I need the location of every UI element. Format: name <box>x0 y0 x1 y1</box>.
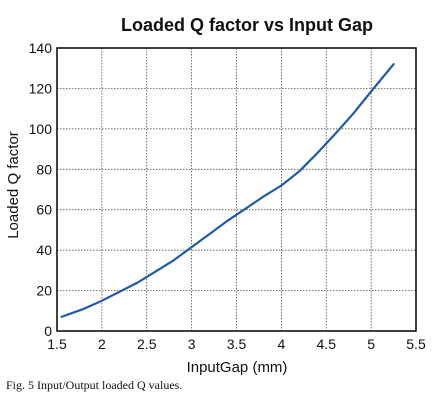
x-tick-label: 2 <box>98 336 106 352</box>
y-tick-label: 40 <box>36 242 52 258</box>
x-tick-label: 2.5 <box>137 336 157 352</box>
x-tick-label: 4.5 <box>317 336 337 352</box>
y-tick-label: 140 <box>29 40 53 56</box>
y-tick-label: 80 <box>36 161 52 177</box>
x-tick-label: 5.5 <box>406 336 426 352</box>
x-axis-label: InputGap (mm) <box>187 359 288 376</box>
y-axis-label: Loaded Q factor <box>5 131 22 239</box>
figure-caption: Fig. 5 Input/Output loaded Q values. <box>6 378 183 392</box>
plot-frame <box>56 47 417 332</box>
y-tick-label: 0 <box>44 323 52 339</box>
x-tick-label: 1.5 <box>47 336 67 352</box>
y-tick-label: 120 <box>29 80 53 96</box>
y-tick-label: 100 <box>29 121 53 137</box>
x-tick-label: 3 <box>188 336 196 352</box>
series <box>60 63 395 318</box>
chart-title: Loaded Q factor vs Input Gap <box>121 15 373 35</box>
x-tick-label: 5 <box>367 336 375 352</box>
series-line <box>60 63 395 318</box>
y-tick-label: 20 <box>36 283 52 299</box>
x-tick-label: 3.5 <box>227 336 247 352</box>
grid <box>57 48 416 331</box>
x-tick-label: 4 <box>277 336 285 352</box>
y-tick-label: 60 <box>36 202 52 218</box>
tick-labels: 1.5 2 2.5 3 3.5 4 4.5 5 5.5 0 20 40 60 80 100 120 140 <box>29 40 426 352</box>
